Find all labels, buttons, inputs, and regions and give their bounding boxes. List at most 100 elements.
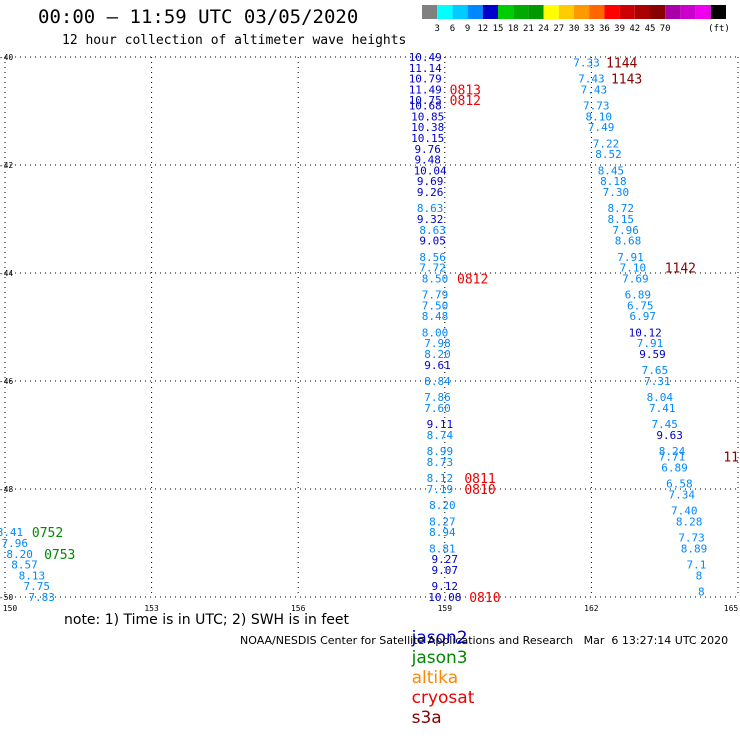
swh-point-0-39: 8.94 [429,526,456,539]
swh-point-1-26: 8.04 [647,391,674,404]
swh-point-0-12: 9.69 [417,175,444,188]
time-annotation-6: 1144 [606,56,637,71]
swh-point-0-28: 8.84 [424,375,451,388]
swh-point-0-1: 11.14 [409,62,442,75]
legend-label-7: 24 [538,24,549,34]
swh-point-2-3: 8.57 [11,559,38,572]
swh-point-1-8: 8.45 [598,164,625,177]
swh-point-1-40: 8 [696,569,703,582]
credit-line: NOAA/NESDIS Center for Satellite Applica… [240,634,729,647]
swh-point-1-24: 7.65 [642,364,669,377]
legend-swatch-3 [467,5,483,19]
swh-point-0-33: 8.99 [427,445,454,458]
legend-swatch-1 [437,5,453,19]
swh-point-0-9: 9.76 [414,143,441,156]
swh-point-0-6: 10.85 [411,110,444,123]
time-annotation-9: 11- [723,451,740,466]
legend-label-2: 9 [465,24,470,34]
time-annotation-4: 0810 [464,483,495,498]
swh-point-0-29: 7.86 [424,391,451,404]
legend-swatch-13 [619,5,635,19]
legend-label-13: 42 [629,24,640,34]
time-annotation-8: 1142 [665,262,696,277]
swh-point-0-13: 9.26 [417,186,444,199]
time-annotation-1: 0812 [450,94,481,109]
legend-swatch-18 [695,5,711,19]
y-tick-label-1: -42 [0,161,13,170]
legend-label-9: 30 [569,24,580,34]
legend-swatch-14 [634,5,650,19]
swh-point-1-14: 8.68 [615,235,642,248]
swh-point-1-29: 9.63 [656,429,683,442]
swh-point-0-26: 8.20 [424,348,451,361]
swh-point-1-23: 9.59 [639,348,666,361]
time-annotation-0: 0813 [450,83,481,98]
legend-swatch-7 [528,5,544,19]
legend-swatch-6 [513,5,529,19]
swh-point-1-10: 7.30 [603,186,630,199]
color-scale-legend: 3 6 9 12 15 18 21 24 27 30 33 36 39 42 45 70 (ft) [422,5,730,34]
swh-point-0-16: 8.63 [419,224,446,237]
swh-point-0-11: 10.04 [414,164,447,177]
swh-point-0-34: 8.73 [427,456,454,469]
swh-point-1-4: 8.10 [585,110,612,123]
swh-point-1-20: 6.97 [629,310,656,323]
legend-swatch-0 [422,5,438,19]
swh-point-0-2: 10.79 [409,73,442,86]
swh-point-0-32: 8.74 [427,429,454,442]
sat-label-1: jason3 [411,648,468,668]
swh-point-0-36: 7.19 [427,483,454,496]
x-tick-label-5: 165 [724,604,739,613]
swh-point-1-7: 8.52 [595,148,622,161]
swh-point-0-15: 9.32 [417,213,444,226]
swh-point-0-10: 9.48 [414,154,441,167]
swh-point-1-6: 7.22 [593,137,620,150]
legend-swatch-9 [558,5,574,19]
legend-label-3: 12 [477,24,488,34]
swh-point-1-34: 7.34 [669,488,696,501]
time-annotation-5: 0810 [469,591,500,606]
y-tick-label-5: -50 [0,593,13,602]
legend-label-10: 33 [584,24,595,34]
swh-point-1-9: 8.18 [600,175,627,188]
swh-point-0-27: 9.61 [424,359,451,372]
swh-point-2-2: 8.20 [6,548,33,561]
swh-point-1-17: 7.69 [622,272,649,285]
legend-label-4: 15 [493,24,504,34]
legend-label-16: (ft) [708,24,730,34]
swh-point-1-25: 7.31 [644,375,671,388]
y-tick-label-3: -46 [0,377,13,386]
swh-point-1-18: 6.89 [625,289,652,302]
swh-point-0-19: 7.72 [419,262,446,275]
swh-point-2-4: 8.13 [19,569,46,582]
legend-swatch-15 [650,5,666,19]
swh-point-0-25: 7.98 [424,337,451,350]
swh-point-0-22: 7.50 [422,299,449,312]
swh-point-0-18: 8.56 [419,251,446,264]
swh-point-1-41: 8 [698,586,705,599]
swh-point-0-14: 8.63 [417,202,444,215]
swh-point-1-39: 7.1 [687,559,707,572]
swh-point-1-16: 7.10 [620,262,647,275]
chart-title: 00:00 – 11:59 UTC 03/05/2020 [38,6,359,28]
swh-point-0-30: 7.60 [424,402,451,415]
swh-point-1-38: 8.89 [681,542,708,555]
wave-height-plot: 3 6 9 12 15 18 21 24 27 30 33 36 39 42 45 70 (ft) -40-42… [0,5,740,613]
swh-point-0-17: 9.05 [419,235,446,248]
legend-swatch-19 [710,5,726,19]
x-tick-label-2: 156 [291,604,306,613]
swh-point-1-21: 10.12 [629,326,662,339]
legend-label-8: 27 [553,24,564,34]
legend-swatch-12 [604,5,620,19]
legend-label-5: 18 [508,24,519,34]
swh-point-1-36: 8.28 [676,515,703,528]
plot-grid [4,56,739,598]
swh-point-2-5: 7.75 [24,580,51,593]
swh-point-1-28: 7.45 [651,418,678,431]
legend-swatch-11 [589,5,605,19]
swh-point-1-2: 7.43 [581,83,608,96]
sat-label-4: s3a [411,708,442,728]
swh-point-0-0: 10.49 [409,51,442,64]
swh-point-1-12: 8.15 [607,213,634,226]
swh-point-1-33: 6.58 [666,478,693,491]
